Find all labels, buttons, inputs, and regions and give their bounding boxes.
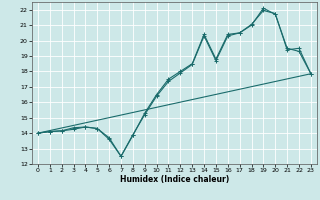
X-axis label: Humidex (Indice chaleur): Humidex (Indice chaleur) [120,175,229,184]
